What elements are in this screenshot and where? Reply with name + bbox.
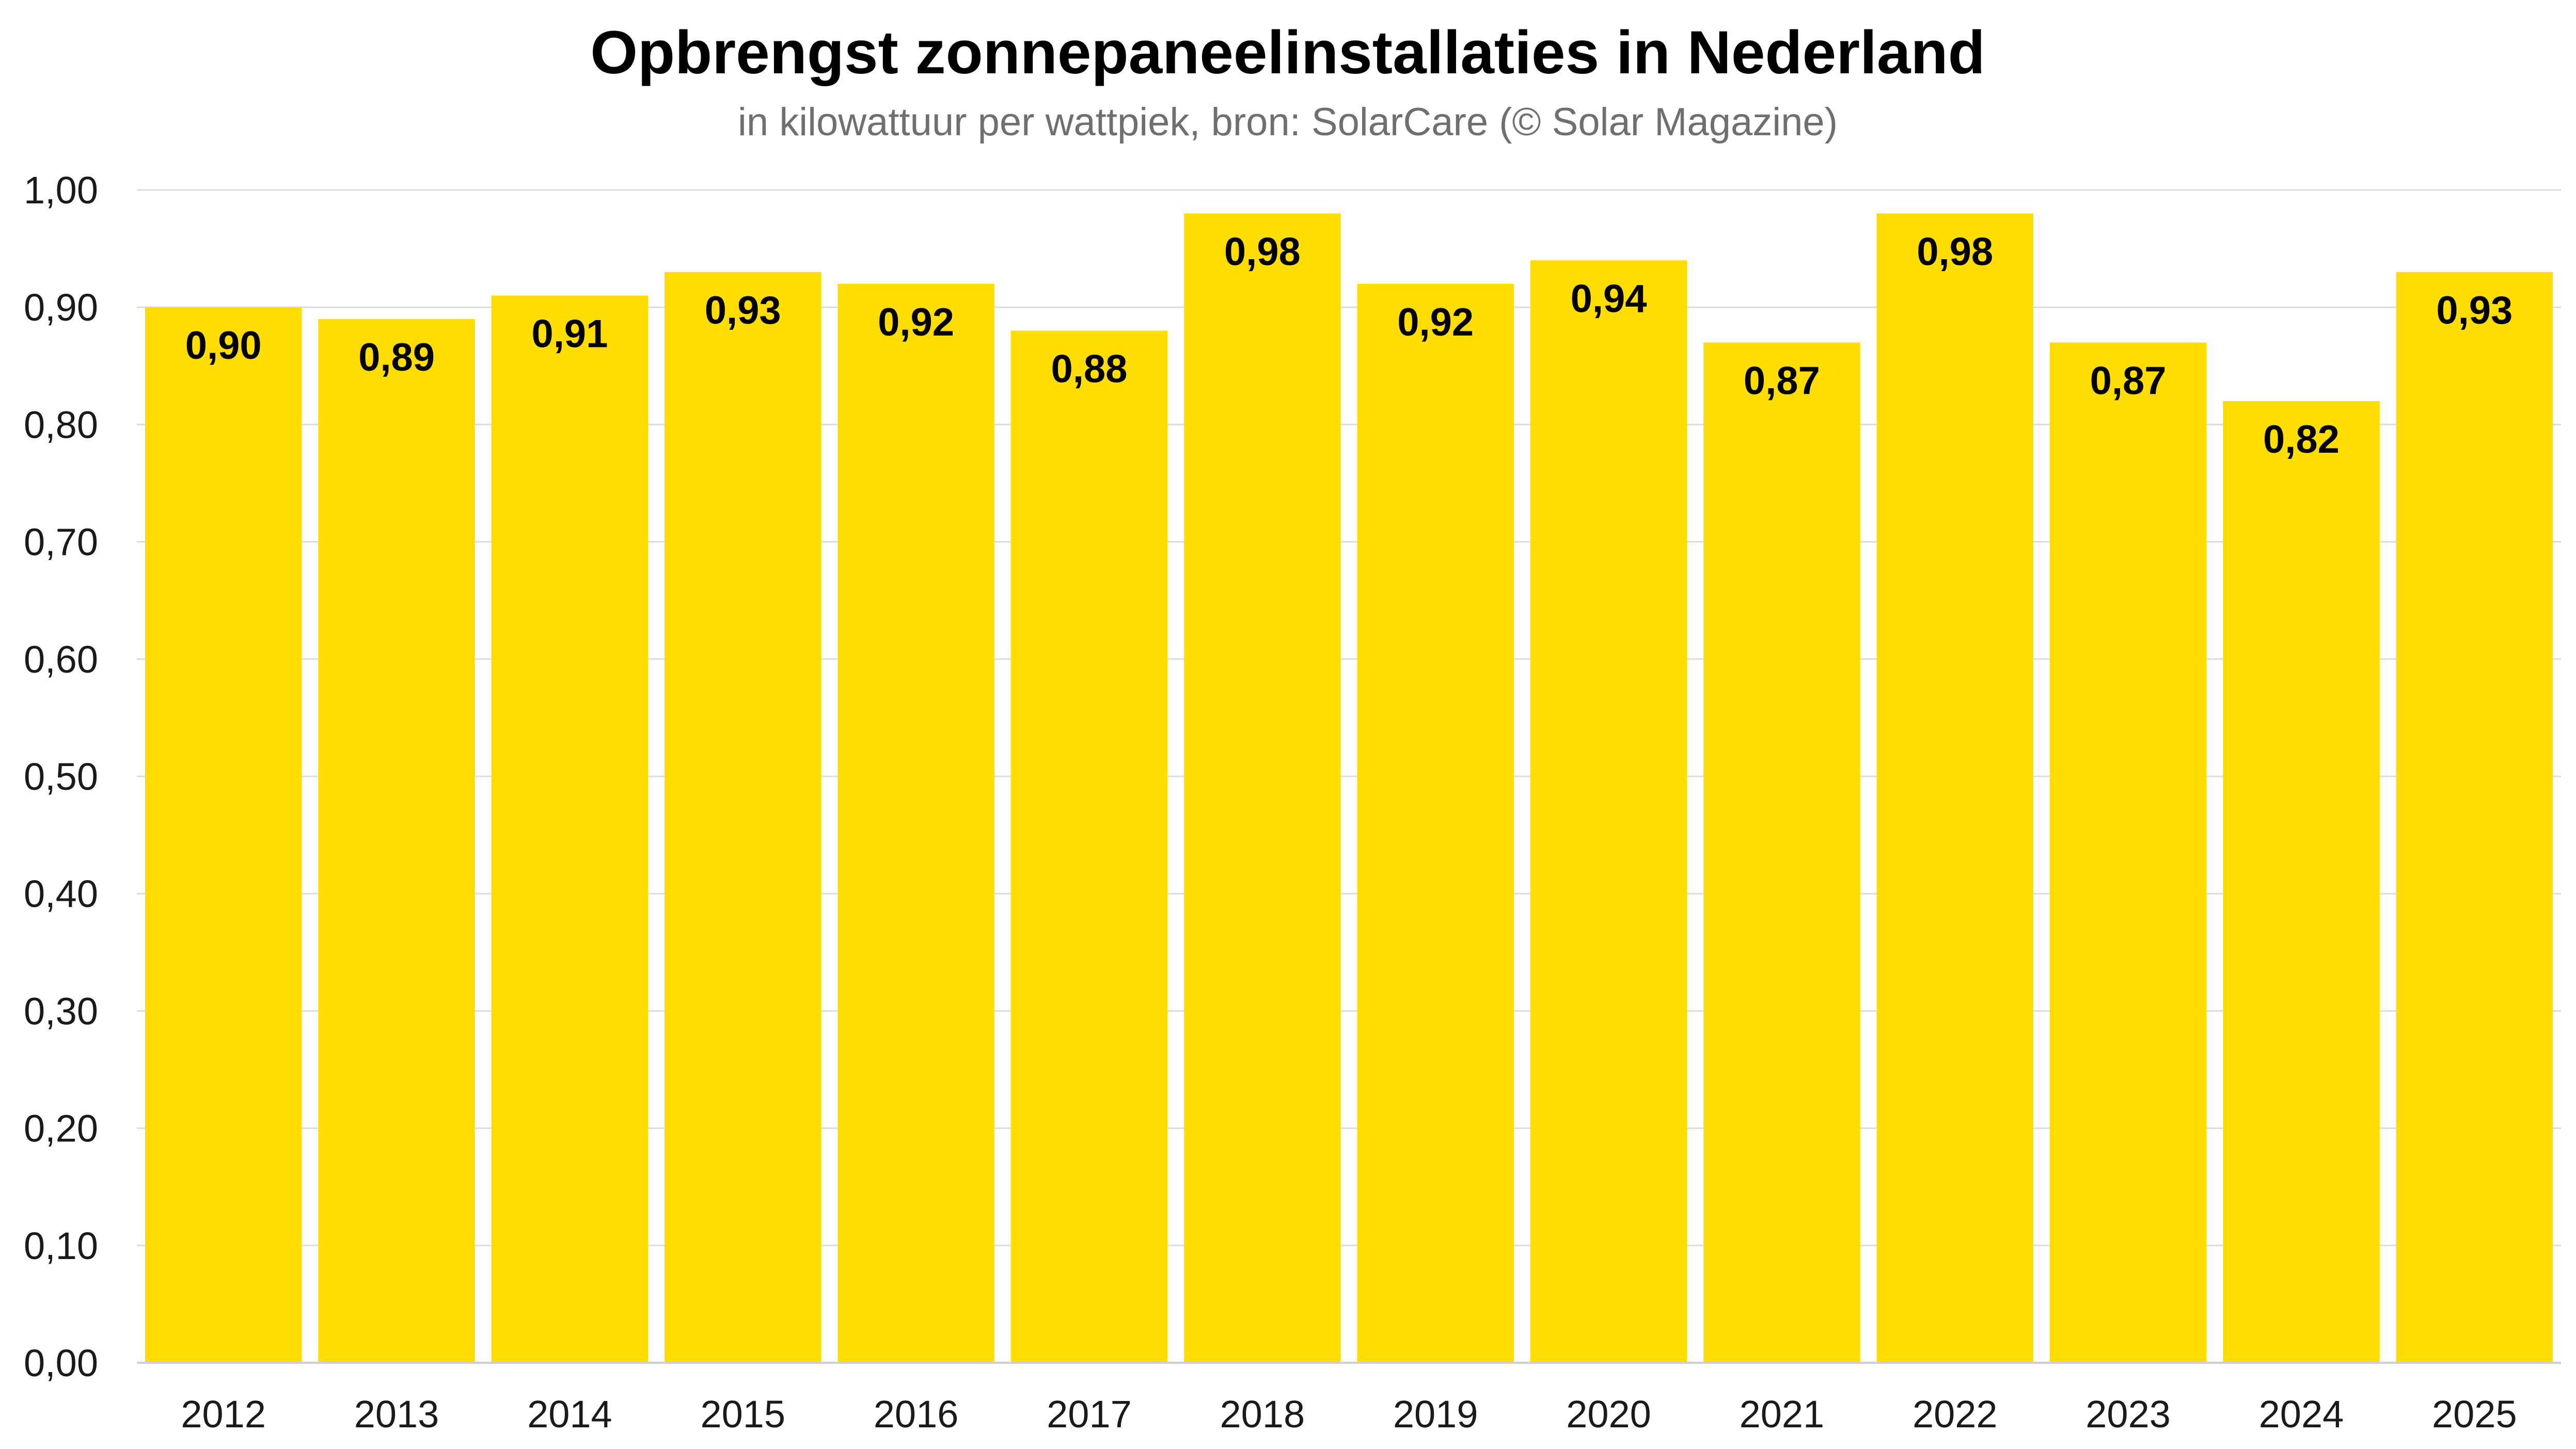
y-axis-ticks: 0,00 0,10 0,20 0,30 0,40 0,50 0,60 0,70 0,80 0,90… (24, 169, 98, 1384)
y-tick-label: 0,60 (24, 638, 98, 681)
x-tick-label-2012: 2012 (181, 1393, 266, 1436)
data-label-2017: 0,88 (1051, 347, 1128, 391)
data-label-2020: 0,94 (1571, 277, 1647, 321)
data-label-2018: 0,98 (1224, 230, 1301, 274)
data-label-2024: 0,82 (2263, 418, 2340, 461)
x-tick-label-2016: 2016 (874, 1393, 959, 1436)
x-tick-label-2024: 2024 (2259, 1393, 2344, 1436)
bar-2021 (1703, 342, 1860, 1363)
y-tick-label: 0,90 (24, 286, 98, 329)
y-tick-label: 0,20 (24, 1107, 98, 1150)
data-label-2021: 0,87 (1744, 359, 1820, 403)
bar-2014 (491, 295, 649, 1363)
y-tick-label: 0,40 (24, 872, 98, 915)
bar-2019 (1357, 283, 1514, 1363)
chart-title: Opbrengst zonnepaneelinstallaties in Ned… (590, 19, 1985, 87)
x-tick-label-2022: 2022 (1913, 1393, 1998, 1436)
x-tick-label-2018: 2018 (1220, 1393, 1305, 1436)
x-tick-label-2019: 2019 (1393, 1393, 1478, 1436)
data-label-2022: 0,98 (1917, 230, 1993, 274)
bar-2020 (1530, 260, 1687, 1363)
bar-2024 (2223, 401, 2380, 1363)
x-tick-label-2013: 2013 (354, 1393, 439, 1436)
bar-2012 (145, 307, 302, 1363)
y-tick-label: 0,70 (24, 521, 98, 564)
x-tick-label-2015: 2015 (700, 1393, 785, 1436)
y-tick-label: 0,00 (24, 1342, 98, 1384)
data-label-2016: 0,92 (878, 300, 954, 344)
chart-subtitle: in kilowattuur per wattpiek, bron: Solar… (738, 100, 1838, 144)
data-label-2013: 0,89 (358, 336, 435, 379)
bar-2015 (665, 272, 821, 1363)
x-tick-label-2014: 2014 (527, 1393, 612, 1436)
data-label-2014: 0,91 (531, 312, 608, 356)
y-tick-label: 0,10 (24, 1224, 98, 1267)
bar-2023 (2049, 342, 2207, 1363)
y-tick-label: 0,80 (24, 403, 98, 446)
bars (145, 213, 2553, 1363)
bar-2022 (1876, 213, 2033, 1363)
bar-2025 (2396, 272, 2553, 1363)
x-tick-label-2021: 2021 (1740, 1393, 1825, 1436)
x-tick-label-2023: 2023 (2085, 1393, 2171, 1436)
data-label-2015: 0,93 (705, 289, 781, 332)
data-label-2023: 0,87 (2090, 359, 2167, 403)
y-tick-label: 1,00 (24, 169, 98, 212)
bar-2018 (1184, 213, 1341, 1363)
data-labels: 0,90 0,89 0,91 0,93 0,92 0,88 0,98 0,92 0,94 0,87… (185, 230, 2513, 461)
x-axis-ticks: 2012 2013 2014 2015 2016 2017 2018 2019 2020 2021… (181, 1393, 2517, 1436)
x-tick-label-2020: 2020 (1566, 1393, 1651, 1436)
x-tick-label-2025: 2025 (2432, 1393, 2517, 1436)
bar-2016 (837, 283, 994, 1363)
y-tick-label: 0,50 (24, 755, 98, 798)
data-label-2019: 0,92 (1397, 300, 1474, 344)
data-label-2025: 0,93 (2436, 289, 2512, 332)
bar-2017 (1010, 330, 1168, 1363)
x-tick-label-2017: 2017 (1047, 1393, 1132, 1436)
bar-2013 (318, 319, 475, 1363)
data-label-2012: 0,90 (185, 324, 262, 368)
y-tick-label: 0,30 (24, 990, 98, 1032)
